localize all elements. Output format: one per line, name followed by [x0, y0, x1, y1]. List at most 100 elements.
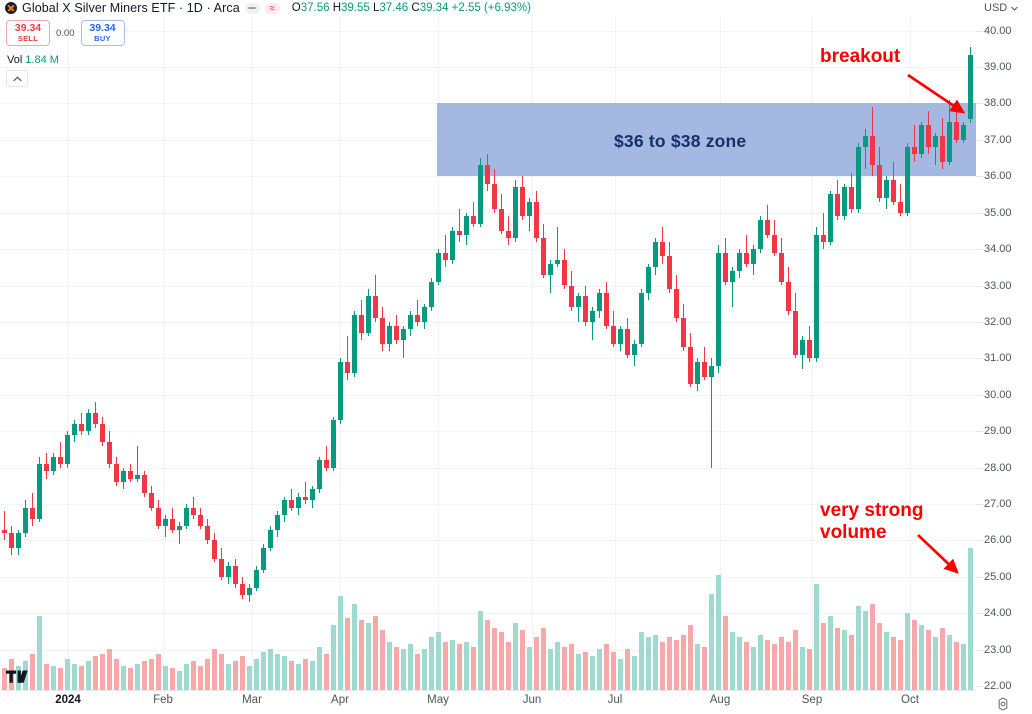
- volume-bar[interactable]: [142, 661, 147, 690]
- volume-bar[interactable]: [786, 642, 791, 690]
- candle-body[interactable]: [891, 179, 896, 202]
- candle-body[interactable]: [954, 121, 959, 140]
- candle-body[interactable]: [541, 238, 546, 275]
- volume-bar[interactable]: [639, 632, 644, 690]
- volume-bar[interactable]: [107, 649, 112, 690]
- volume-bar[interactable]: [765, 639, 770, 690]
- candle-body[interactable]: [772, 234, 777, 253]
- volume-bar[interactable]: [37, 615, 42, 690]
- candle-body[interactable]: [555, 260, 560, 264]
- candle-body[interactable]: [366, 296, 371, 333]
- volume-bar[interactable]: [611, 651, 616, 690]
- gear-icon[interactable]: [996, 697, 1010, 711]
- candle-body[interactable]: [786, 281, 791, 311]
- candle-body[interactable]: [352, 314, 357, 373]
- volume-bar[interactable]: [821, 622, 826, 690]
- candle-body[interactable]: [534, 201, 539, 239]
- candle-body[interactable]: [170, 518, 175, 530]
- candle-body[interactable]: [247, 587, 252, 596]
- volume-bar[interactable]: [597, 649, 602, 690]
- volume-bar[interactable]: [863, 610, 868, 690]
- volume-bar[interactable]: [548, 649, 553, 690]
- candle-body[interactable]: [163, 518, 168, 526]
- volume-bar[interactable]: [751, 646, 756, 690]
- volume-bar[interactable]: [65, 658, 70, 690]
- candle-body[interactable]: [485, 165, 490, 184]
- candle-body[interactable]: [737, 252, 742, 271]
- volume-bar[interactable]: [233, 661, 238, 690]
- candle-body[interactable]: [604, 292, 609, 326]
- candle-body[interactable]: [709, 365, 714, 377]
- candle-body[interactable]: [23, 507, 28, 534]
- volume-bar[interactable]: [226, 663, 231, 690]
- volume-bar[interactable]: [534, 637, 539, 690]
- candle-body[interactable]: [51, 456, 56, 472]
- candle-body[interactable]: [499, 209, 504, 231]
- volume-bar[interactable]: [408, 644, 413, 690]
- candle-body[interactable]: [618, 329, 623, 344]
- candle-body[interactable]: [338, 361, 343, 421]
- candle-body[interactable]: [254, 569, 259, 588]
- candle-body[interactable]: [310, 489, 315, 501]
- candle-body[interactable]: [121, 471, 126, 483]
- candle-body[interactable]: [583, 296, 588, 322]
- volume-bar[interactable]: [954, 642, 959, 690]
- candle-body[interactable]: [653, 241, 658, 268]
- volume-bar[interactable]: [275, 654, 280, 690]
- candle-body[interactable]: [506, 230, 511, 239]
- volume-bar[interactable]: [331, 625, 336, 690]
- volume-bar[interactable]: [898, 639, 903, 690]
- volume-bar[interactable]: [933, 637, 938, 690]
- volume-bar[interactable]: [422, 649, 427, 690]
- candle-body[interactable]: [177, 525, 182, 530]
- buy-button[interactable]: 39.34 BUY: [80, 20, 125, 46]
- volume-bar[interactable]: [653, 634, 658, 690]
- candle-body[interactable]: [520, 187, 525, 217]
- volume-bar[interactable]: [240, 656, 245, 690]
- candle-body[interactable]: [912, 147, 917, 155]
- candle-body[interactable]: [849, 187, 854, 209]
- volume-bar[interactable]: [205, 658, 210, 690]
- volume-bar[interactable]: [520, 630, 525, 690]
- volume-bar[interactable]: [135, 663, 140, 690]
- indicator-wave-icon[interactable]: ≈: [264, 2, 280, 14]
- candle-body[interactable]: [128, 471, 133, 479]
- volume-bar[interactable]: [947, 634, 952, 690]
- candle-body[interactable]: [401, 329, 406, 341]
- volume-bar[interactable]: [828, 615, 833, 690]
- candle-body[interactable]: [513, 187, 518, 239]
- candle-body[interactable]: [625, 329, 630, 355]
- candle-body[interactable]: [695, 361, 700, 384]
- candle-body[interactable]: [107, 442, 112, 464]
- volume-bar[interactable]: [968, 548, 973, 690]
- symbol-title[interactable]: Global X Silver Miners ETF · 1D · Arca: [22, 1, 240, 15]
- candle-body[interactable]: [240, 584, 245, 596]
- candle-body[interactable]: [961, 125, 966, 140]
- volume-bar[interactable]: [163, 666, 168, 690]
- volume-bar[interactable]: [44, 663, 49, 690]
- volume-bar[interactable]: [394, 646, 399, 690]
- candle-body[interactable]: [2, 529, 7, 534]
- volume-bar[interactable]: [583, 651, 588, 690]
- candle-body[interactable]: [597, 292, 602, 311]
- volume-bar[interactable]: [247, 666, 252, 690]
- volume-bar[interactable]: [541, 627, 546, 690]
- volume-bar[interactable]: [870, 603, 875, 690]
- candle-body[interactable]: [674, 289, 679, 319]
- candle-body[interactable]: [156, 507, 161, 526]
- volume-bar[interactable]: [618, 658, 623, 690]
- volume-bar[interactable]: [380, 630, 385, 690]
- candle-body[interactable]: [394, 325, 399, 341]
- candle-body[interactable]: [919, 125, 924, 155]
- volume-bar[interactable]: [177, 670, 182, 690]
- volume-bar[interactable]: [576, 654, 581, 690]
- volume-bar[interactable]: [261, 651, 266, 690]
- volume-bar[interactable]: [2, 668, 7, 690]
- volume-bar[interactable]: [632, 656, 637, 690]
- volume-bar[interactable]: [366, 622, 371, 690]
- candle-body[interactable]: [415, 314, 420, 322]
- candle-body[interactable]: [898, 201, 903, 213]
- volume-bar[interactable]: [282, 656, 287, 690]
- candle-body[interactable]: [828, 194, 833, 242]
- volume-bar[interactable]: [793, 630, 798, 690]
